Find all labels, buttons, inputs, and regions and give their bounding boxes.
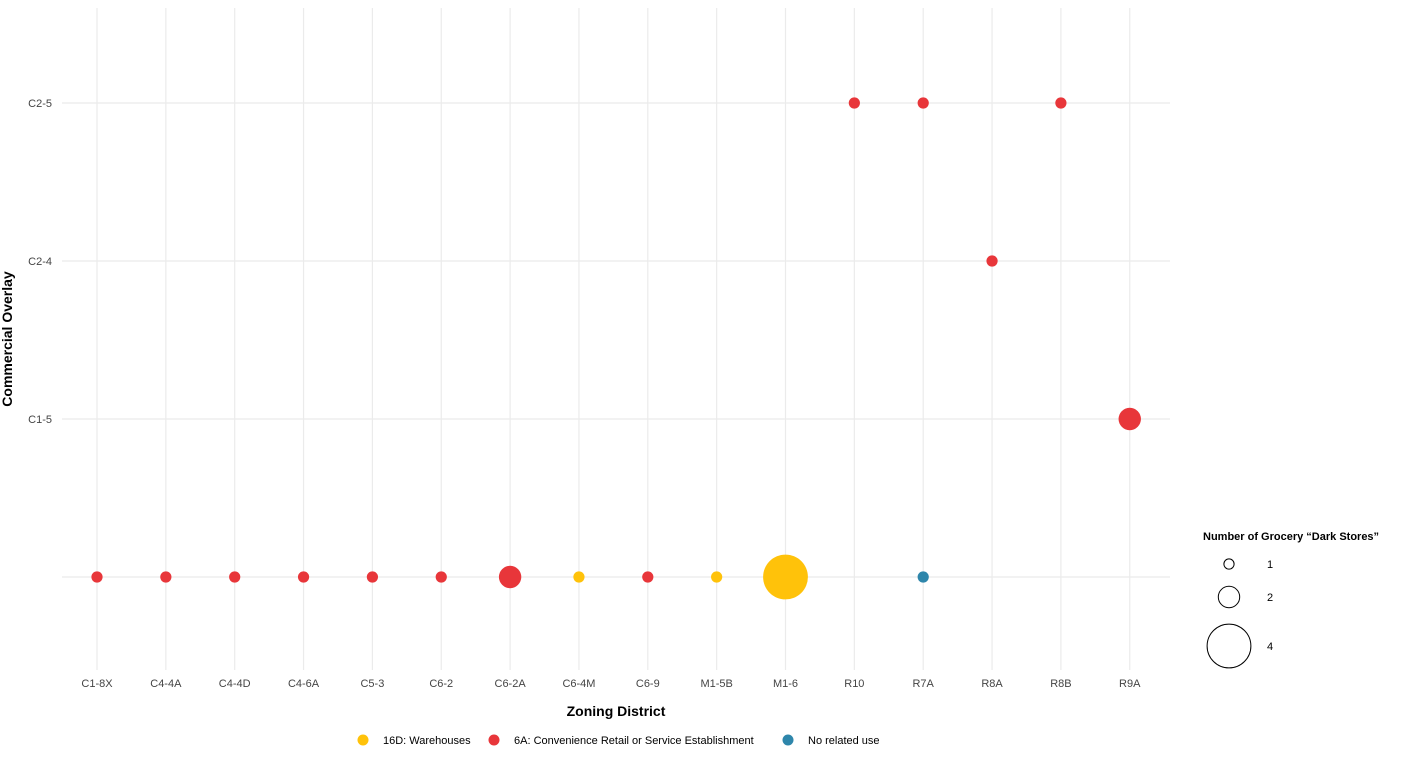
x-tick-label: R9A	[1119, 678, 1141, 690]
data-point	[917, 97, 929, 109]
data-point	[297, 571, 310, 583]
legend-label: 6A: Convenience Retail or Service Establ…	[514, 735, 754, 747]
x-tick-label: C6-4M	[562, 678, 595, 690]
data-point	[711, 571, 723, 583]
size-legend-title: Number of Grocery “Dark Stores”	[1203, 531, 1379, 543]
size-legend-label: 2	[1267, 592, 1273, 604]
data-point	[848, 97, 860, 109]
data-point	[1055, 97, 1067, 109]
size-legend-key	[1223, 558, 1235, 570]
data-point	[573, 571, 585, 583]
x-tick-label: R8A	[981, 678, 1003, 690]
y-tick-labels: C1-5 C2-4 C2-5	[28, 98, 52, 426]
size-legend-label: 1	[1267, 559, 1273, 571]
x-tick-label: M1-5B	[700, 678, 732, 690]
y-tick-label: C2-5	[28, 98, 52, 110]
x-axis-title: Zoning District	[567, 703, 666, 719]
data-point	[435, 571, 447, 583]
data-point	[986, 255, 998, 267]
data-point	[642, 571, 654, 583]
y-tick-label: C1-5	[28, 414, 52, 426]
x-tick-label: C6-2	[429, 678, 453, 690]
gridlines	[62, 8, 1170, 670]
y-axis-title: Commercial Overlay	[0, 271, 15, 407]
data-point	[498, 565, 522, 589]
data-point	[229, 571, 241, 583]
size-legend: Number of Grocery “Dark Stores” 1 2 4	[1203, 531, 1379, 669]
x-tick-label: C5-3	[360, 678, 384, 690]
x-tick-label: R8B	[1050, 678, 1071, 690]
x-tick-label: C4-4A	[150, 678, 182, 690]
x-tick-label: C6-2A	[495, 678, 527, 690]
data-points	[91, 97, 1141, 600]
legend-swatch	[782, 734, 794, 746]
x-tick-label: C4-4D	[219, 678, 251, 690]
legend-label: 16D: Warehouses	[383, 735, 471, 747]
legend-swatch	[488, 734, 500, 746]
x-tick-label: C4-6A	[288, 678, 320, 690]
data-point	[160, 571, 172, 583]
x-tick-label: R10	[844, 678, 864, 690]
data-point	[917, 571, 929, 583]
x-tick-labels: C1-8X C4-4A C4-4D C4-6A C5-3 C6-2 C6-2A C6-4M C6…	[81, 678, 1141, 690]
size-legend-key	[1217, 585, 1241, 609]
x-tick-label: C1-8X	[81, 678, 113, 690]
x-tick-label: R7A	[912, 678, 934, 690]
color-legend: 16D: Warehouses 6A: Convenience Retail or…	[357, 734, 880, 747]
legend-swatch	[357, 734, 369, 746]
x-tick-label: C6-9	[636, 678, 660, 690]
x-tick-label: M1-6	[773, 678, 798, 690]
size-legend-key	[1206, 623, 1252, 669]
data-point	[91, 571, 103, 583]
data-point	[1118, 407, 1141, 431]
size-legend-label: 4	[1267, 641, 1273, 653]
data-point	[763, 554, 808, 600]
data-point	[366, 571, 378, 583]
legend-label: No related use	[808, 735, 880, 747]
y-tick-label: C2-4	[28, 256, 52, 268]
